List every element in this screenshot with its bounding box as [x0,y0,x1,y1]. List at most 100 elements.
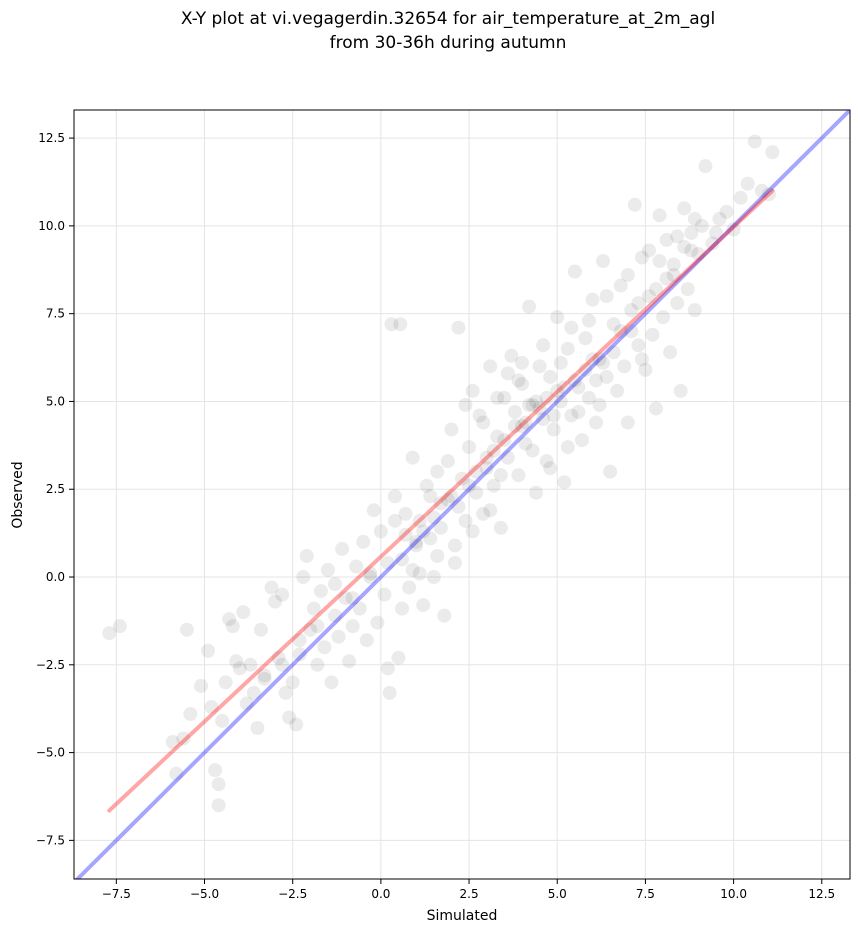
data-point [754,183,769,198]
data-point [243,657,258,672]
data-point [462,478,477,493]
data-point [525,397,540,412]
data-point [253,622,268,637]
data-point [705,236,720,251]
y-axis-label: Observed [10,461,26,528]
data-point [342,654,357,669]
data-point [585,352,600,367]
x-tick-label: 7.5 [636,887,655,901]
data-point [624,324,639,339]
data-point [349,559,364,574]
data-point [345,591,360,606]
data-point [641,243,656,258]
trend-lines [74,110,850,879]
data-point [299,548,314,563]
data-point [504,348,519,363]
data-point [402,580,417,595]
data-point [363,570,378,585]
data-point [366,503,381,518]
data-point [638,362,653,377]
data-point [606,345,621,360]
data-point [543,461,558,476]
data-point [687,211,702,226]
data-point [564,408,579,423]
data-point [596,253,611,268]
data-point [511,468,526,483]
data-point [310,657,325,672]
data-point [571,404,586,419]
data-point [447,555,462,570]
data-point [469,485,484,500]
data-point [416,598,431,613]
data-point [684,225,699,240]
x-tick-label: 12.5 [808,887,835,901]
data-point [740,176,755,191]
data-point [613,278,628,293]
data-point [483,503,498,518]
data-point [440,454,455,469]
data-point [426,510,441,525]
data-point [405,562,420,577]
data-point [649,282,663,297]
data-point [557,380,572,395]
data-point [444,422,459,437]
data-point [395,552,410,567]
data-point [433,520,448,535]
data-point [719,204,734,219]
data-point [451,320,466,335]
data-point [599,369,614,384]
data-point [303,622,318,637]
data-point [412,566,427,581]
data-point [578,362,593,377]
data-point [426,570,441,585]
data-point [204,699,219,714]
data-point [620,268,635,283]
x-axis-label: Simulated [427,908,498,924]
data-point [670,296,685,311]
data-point [507,419,522,434]
data-point [423,489,438,504]
data-point [345,619,360,634]
identity-line [74,110,850,879]
data-point [335,541,350,556]
data-point [497,390,512,405]
data-point [377,587,392,602]
data-point [663,345,678,360]
data-point [320,562,335,577]
data-point [532,359,547,374]
data-point [490,429,505,444]
data-point [455,471,469,486]
data-point [493,468,508,483]
data-point [514,355,529,370]
data-point [165,735,180,750]
data-point [610,383,625,398]
y-tick-label: 7.5 [46,307,65,321]
data-point [564,320,579,335]
chart-subtitle: from 30-36h during autumn [330,33,567,53]
y-tick-label: 12.5 [38,131,65,145]
axis-ticks: −7.5 −5.0 −2.5 0.0 2.5 5.0 7.5 10.0 12.5 −7.5 −5.0… [36,131,835,901]
data-point [447,538,462,553]
data-point [395,601,410,616]
data-point [363,566,378,581]
data-point [550,310,565,325]
data-point [599,289,614,304]
data-point [310,619,325,634]
data-point [557,475,572,490]
data-point [239,696,254,711]
grid [74,110,850,879]
data-point [666,257,681,272]
data-point [380,661,395,676]
data-point [500,366,515,381]
data-point [384,317,399,332]
data-point [285,675,300,690]
data-point [412,513,427,528]
data-point [511,373,526,388]
data-point [451,499,466,514]
data-point [423,531,438,546]
y-tick-label: 0.0 [46,570,65,584]
data-point [409,534,424,549]
data-point [201,643,216,658]
data-point [112,619,127,634]
data-point [560,341,575,356]
